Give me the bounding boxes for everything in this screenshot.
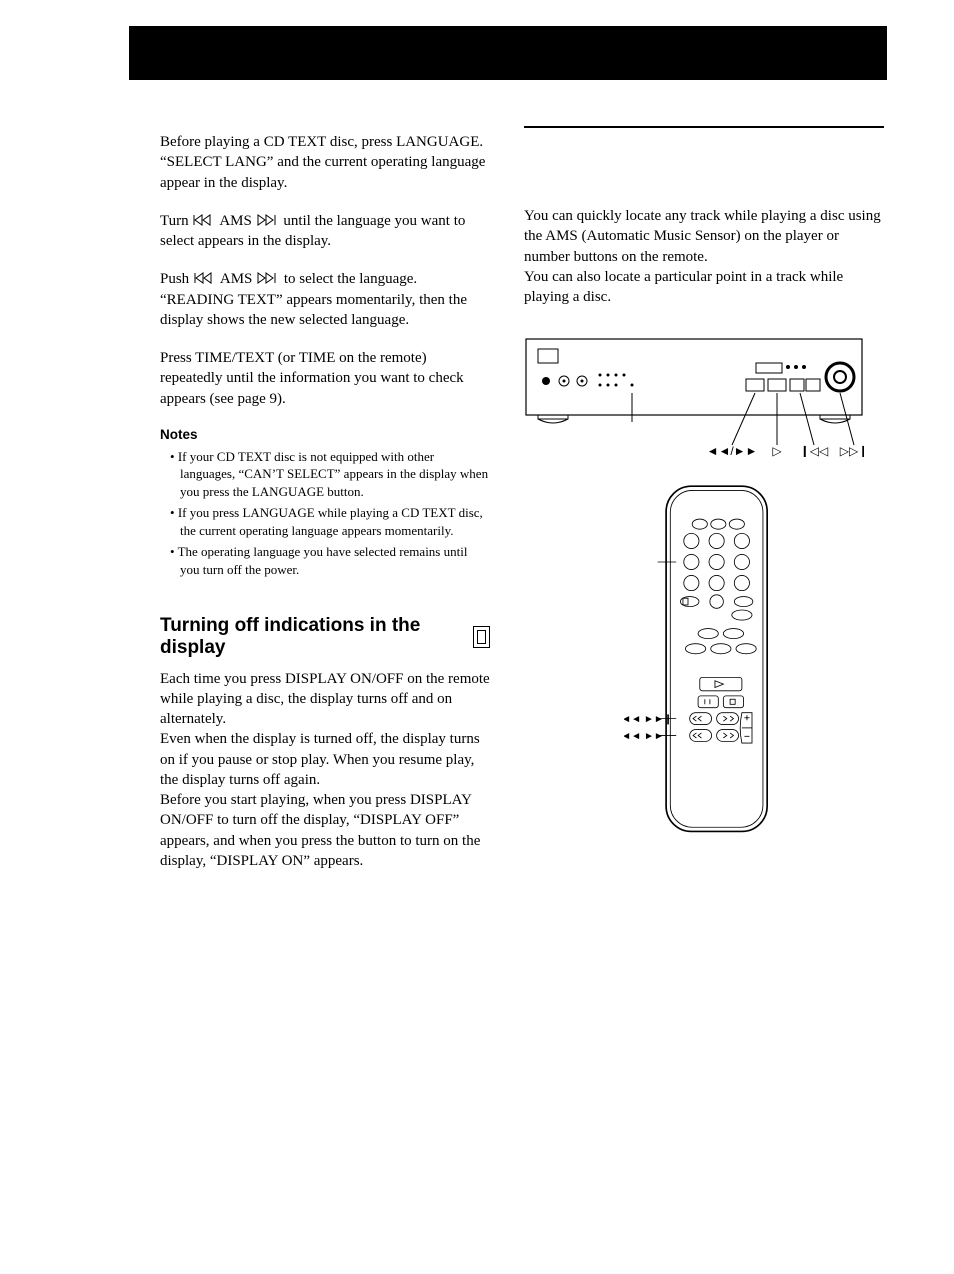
step-2-mid: AMS: [216, 213, 255, 229]
step-2: Turn AMS until the language you want to …: [160, 211, 490, 252]
ams-next-icon: [256, 272, 280, 284]
step-3-before: Push: [160, 271, 193, 287]
ams-next-icon: [256, 214, 280, 226]
note-item: If your CD TEXT disc is not equipped wit…: [170, 448, 490, 501]
step-1-line-a: Before playing a CD TEXT disc, press LAN…: [160, 134, 483, 150]
step-3: Push AMS to select the language. “READIN…: [160, 269, 490, 330]
header-black-bar: [129, 26, 887, 80]
rewfwd-label: ◄◄/►►: [707, 444, 758, 457]
right-intro-2: You can also locate a particular point i…: [524, 267, 884, 308]
display-p3: Before you start playing, when you press…: [160, 790, 490, 871]
ams-prev-icon: [193, 272, 217, 284]
next-label: ▷▷❙: [840, 444, 864, 457]
play-label: ▷: [772, 444, 782, 457]
remote-diagram: ❙◄◄ ►►❙ ◄◄ ►►: [624, 482, 784, 836]
note-item: If you press LANGUAGE while playing a CD…: [170, 504, 490, 539]
subheading-text: Turning off indications in the display: [160, 615, 465, 659]
ams-prev-icon: [192, 214, 216, 226]
step-2-before: Turn: [160, 213, 192, 229]
prev-label: ❙◁◁: [800, 444, 829, 457]
display-p2: Even when the display is turned off, the…: [160, 729, 490, 790]
subheading-turning-off: Turning off indications in the display: [160, 615, 490, 659]
step-4: Press TIME/TEXT (or TIME on the remote) …: [160, 348, 490, 409]
notes-heading: Notes: [160, 427, 490, 442]
remote-scan-label: ◄◄ ►►: [624, 731, 664, 742]
remote-prevnext-label: ❙◄◄ ►►❙: [624, 714, 672, 725]
right-column-rule: [524, 126, 884, 128]
right-column: You can quickly locate any track while p…: [524, 206, 884, 836]
right-intro-1: You can quickly locate any track while p…: [524, 206, 884, 267]
step-1: Before playing a CD TEXT disc, press LAN…: [160, 132, 490, 193]
remote-icon: [473, 626, 490, 648]
left-column: Before playing a CD TEXT disc, press LAN…: [160, 132, 490, 871]
note-item: The operating language you have selected…: [170, 543, 490, 578]
display-p1: Each time you press DISPLAY ON/OFF on th…: [160, 669, 490, 730]
player-diagram: ◄◄/►► ▷ ❙◁◁ ▷▷❙: [524, 337, 864, 457]
step-3-mid: AMS: [217, 271, 256, 287]
notes-list: If your CD TEXT disc is not equipped wit…: [160, 448, 490, 579]
step-1-line-b: “SELECT LANG” and the current operating …: [160, 154, 485, 190]
